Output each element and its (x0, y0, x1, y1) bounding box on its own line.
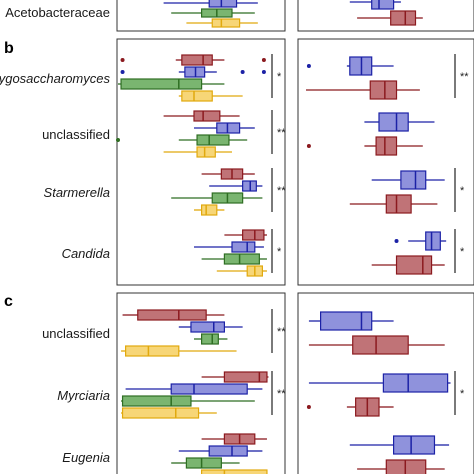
group-label: Eugenia (62, 450, 110, 465)
box-blue (371, 0, 395, 10)
outlier-blue (261, 70, 266, 74)
group-label: Acetobacteraceae (5, 5, 110, 20)
group-label: Myrciaria (57, 388, 110, 403)
panel-frame-right (297, 0, 474, 32)
box-red (395, 255, 433, 275)
significance-label-left: ** (277, 326, 286, 338)
group-label: Candida (62, 246, 110, 261)
outlier-blue (240, 70, 245, 74)
significance-label-left: ** (277, 185, 286, 197)
box-green (185, 457, 222, 469)
box-blue (393, 435, 436, 455)
box-yellow (211, 18, 241, 28)
box-red (385, 194, 412, 214)
significance-label-right: * (460, 246, 465, 258)
panel-letter: c (4, 293, 13, 310)
significance-label-right: * (460, 185, 465, 197)
box-blue (320, 311, 373, 331)
box-red (352, 335, 409, 355)
group-label: Starmerella (44, 185, 110, 200)
box-red (193, 110, 221, 122)
panel-frame-left (116, 292, 286, 474)
box-blue (184, 66, 206, 78)
outlier-blue (120, 70, 125, 74)
panel-frame-right (297, 38, 474, 286)
box-red (375, 136, 398, 156)
box-green (223, 253, 260, 265)
significance-label-left: * (277, 71, 282, 83)
outlier-red (120, 58, 125, 62)
box-blue (216, 122, 241, 134)
box-blue (231, 241, 256, 253)
panel-frame-left (116, 0, 286, 32)
box-yellow (201, 204, 218, 216)
outlier-green (116, 138, 120, 142)
box-red (242, 229, 265, 241)
box-yellow (121, 407, 200, 419)
box-blue (378, 112, 409, 132)
group-label: unclassified (42, 127, 110, 142)
box-red (223, 371, 268, 383)
outlier-blue (306, 64, 311, 68)
significance-label-left: ** (277, 127, 286, 139)
box-red (181, 54, 213, 66)
panel-frame-right (297, 292, 474, 474)
box-blue (425, 231, 441, 251)
box-yellow (181, 90, 213, 102)
box-yellow (201, 469, 268, 474)
significance-label-left: ** (277, 388, 286, 400)
panel-letter: b (4, 40, 14, 57)
box-blue (170, 383, 248, 395)
box-blue (208, 0, 238, 8)
box-green (121, 395, 192, 407)
box-red (390, 10, 417, 26)
group-label: Zygosaccharomyces (0, 71, 110, 86)
significance-label-right: ** (460, 71, 469, 83)
outlier-red (261, 58, 266, 62)
outlier-red (306, 405, 311, 409)
box-red (369, 80, 398, 100)
box-yellow (196, 146, 216, 158)
box-green (120, 78, 203, 90)
box-blue (208, 445, 248, 457)
significance-label-right: * (460, 388, 465, 400)
box-red (137, 309, 207, 321)
significance-label-left: * (277, 246, 282, 258)
group-label: unclassified (42, 326, 110, 341)
box-blue (400, 170, 427, 190)
outlier-red (306, 144, 311, 148)
box-blue (382, 373, 449, 393)
outlier-blue (394, 239, 399, 243)
box-green (196, 134, 230, 146)
box-blue (242, 180, 257, 192)
box-green (201, 333, 219, 345)
box-blue (190, 321, 226, 333)
box-yellow (124, 345, 180, 357)
panel-frame-left (116, 38, 286, 286)
